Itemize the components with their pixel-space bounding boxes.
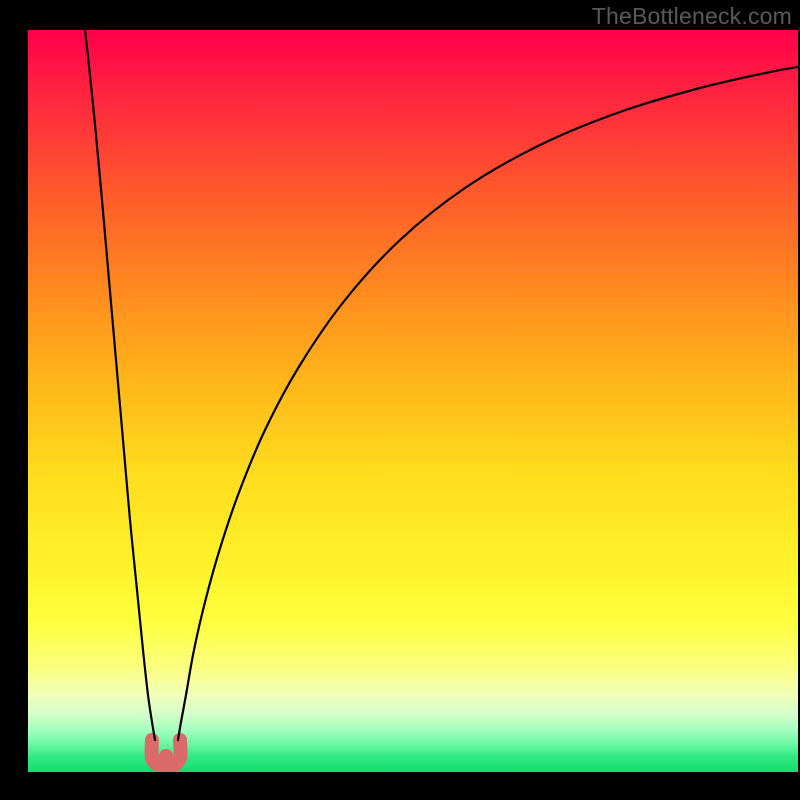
plot-gradient-background (28, 30, 798, 772)
watermark-text: TheBottleneck.com (592, 3, 792, 30)
frame-bottom (0, 772, 800, 800)
frame-left (0, 0, 28, 800)
chart-stage: TheBottleneck.com (0, 0, 800, 800)
